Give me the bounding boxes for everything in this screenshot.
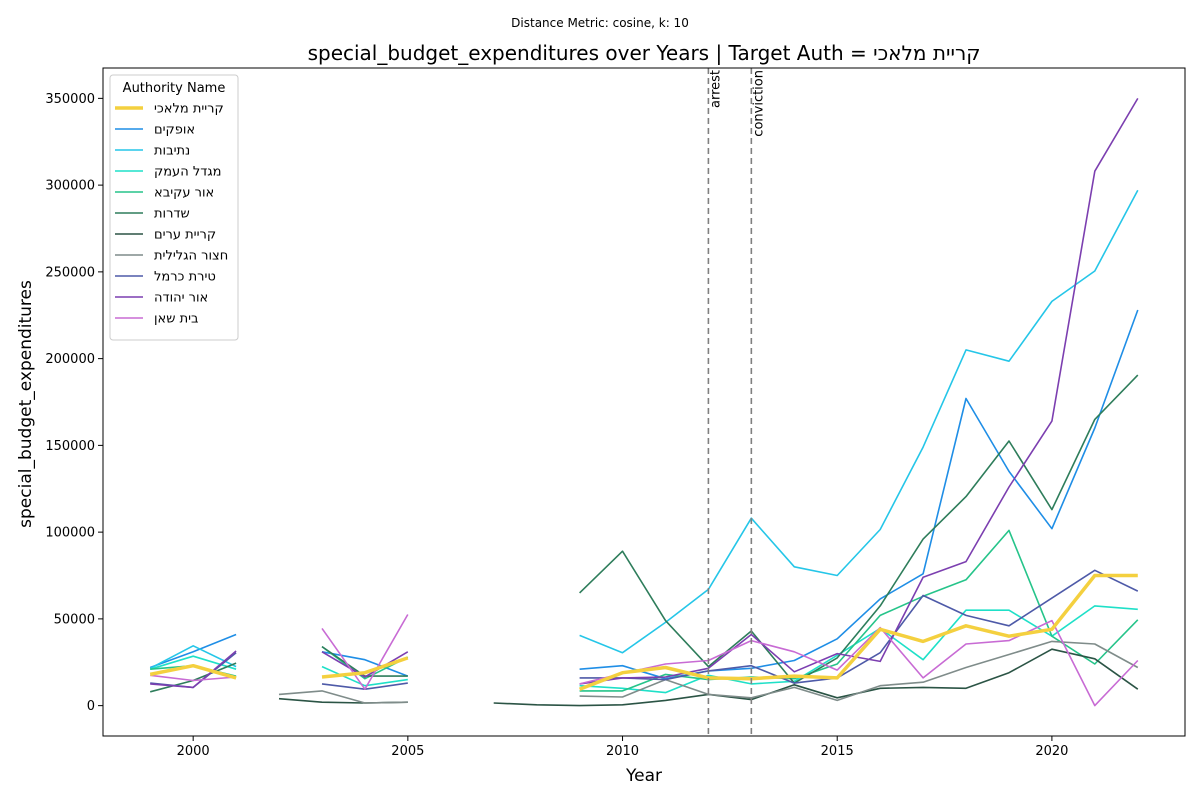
legend: Authority Name קריית מלאכי אופקים נתיבות מגד… bbox=[109, 74, 239, 341]
series-line-11 bbox=[150, 614, 1139, 707]
legend-entry-label: קריית ערים bbox=[154, 228, 216, 243]
legend-entry-label: קריית מלאכי bbox=[154, 102, 224, 117]
series-line-1 bbox=[149, 573, 1138, 691]
legend-entry-label: אור עקיבא bbox=[154, 186, 214, 201]
legend-entry-label: בית שאן bbox=[154, 312, 199, 327]
y-tick-label: 50000 bbox=[54, 612, 95, 627]
y-tick-label: 200000 bbox=[45, 352, 95, 367]
y-tick-label: 350000 bbox=[45, 92, 95, 107]
x-tick-label: 2015 bbox=[821, 744, 854, 759]
series-line-8 bbox=[278, 640, 1139, 704]
y-tick-label: 100000 bbox=[45, 526, 95, 541]
legend-entry-label: מגדל העמק bbox=[154, 165, 222, 180]
legend-entry-label: טירת כרמל bbox=[154, 270, 216, 285]
series-line-3 bbox=[149, 189, 1139, 670]
legend-entry-label: שדרות bbox=[154, 207, 190, 222]
axes: 2000 2005 2010 2015 2020 0 50000 100000 150000 20… bbox=[45, 67, 1186, 759]
x-axis-label: Year bbox=[625, 766, 662, 786]
x-tick-label: 2005 bbox=[391, 744, 424, 759]
legend-box bbox=[109, 74, 239, 341]
legend-entry-label: נתיבות bbox=[154, 144, 190, 159]
y-tick-label: 150000 bbox=[45, 439, 95, 454]
y-axis-label: special_budget_expenditures bbox=[16, 280, 36, 528]
y-tick-label: 300000 bbox=[45, 179, 95, 194]
chart-title: special_budget_expenditures over Years |… bbox=[308, 41, 981, 65]
plot-frame bbox=[102, 67, 1186, 737]
legend-entry-label: אופקים bbox=[154, 123, 195, 138]
legend-entry-label: אור יהודה bbox=[154, 291, 208, 306]
legend-entry-label: חצור הגלילית bbox=[154, 249, 228, 264]
y-tick-label: 0 bbox=[87, 699, 95, 714]
x-tick-label: 2010 bbox=[606, 744, 639, 759]
x-tick-label: 2000 bbox=[177, 744, 210, 759]
event-label-arrest: arrest bbox=[708, 70, 723, 108]
series-line-10 bbox=[150, 97, 1139, 689]
x-tick-label: 2020 bbox=[1035, 744, 1068, 759]
y-tick-label: 250000 bbox=[45, 265, 95, 280]
event-label-conviction: conviction bbox=[751, 70, 766, 137]
chart-suptitle: Distance Metric: cosine, k: 10 bbox=[511, 16, 689, 30]
legend-title: Authority Name bbox=[123, 81, 226, 96]
plot-area bbox=[149, 68, 1139, 736]
